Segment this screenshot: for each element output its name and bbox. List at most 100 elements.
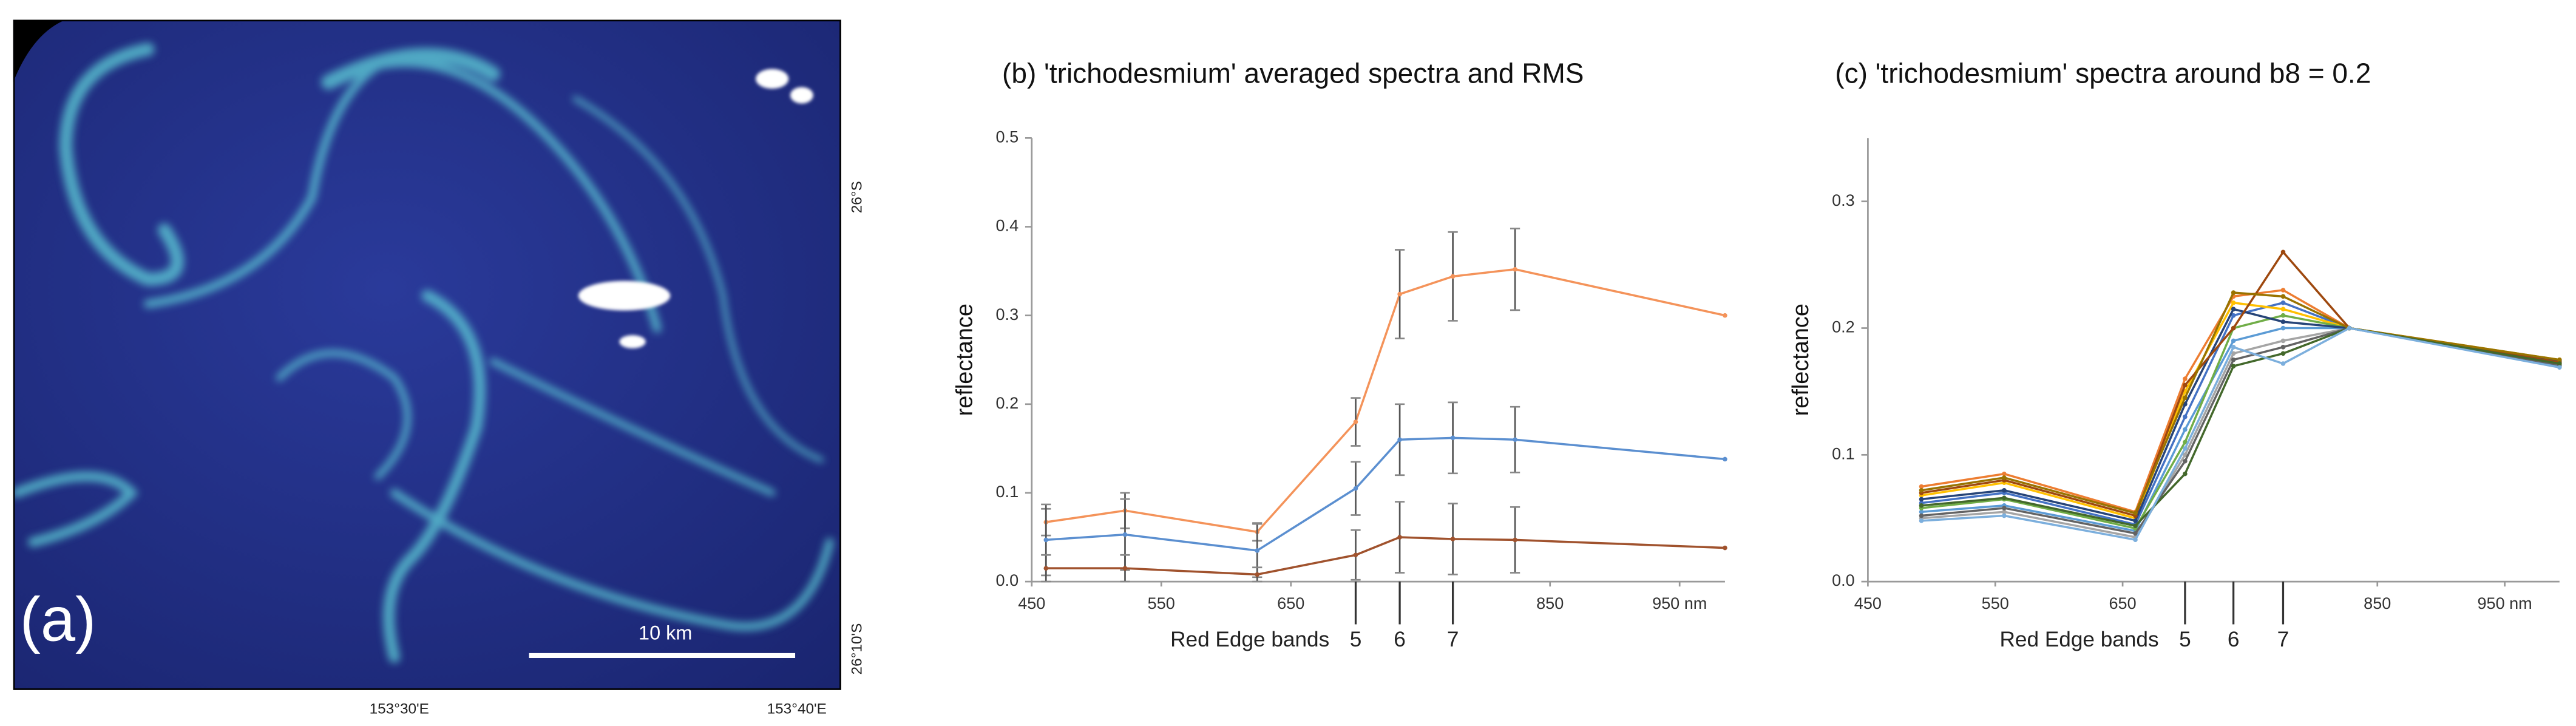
point	[1043, 566, 1049, 571]
point	[2002, 506, 2007, 511]
series-line	[1046, 436, 1726, 552]
point	[1919, 513, 1924, 518]
lat-label: 26°S	[849, 181, 865, 213]
satellite-image	[13, 19, 841, 690]
x-tick-label: 650	[2109, 594, 2137, 612]
point	[2280, 294, 2286, 299]
x-tick-label: 550	[1148, 594, 1175, 612]
lat-label: 26°10'S	[849, 623, 865, 675]
series-line	[1921, 301, 2560, 526]
lon-label: 153°40'E	[767, 701, 827, 718]
point	[2280, 338, 2286, 344]
point	[1723, 313, 1727, 318]
point	[2280, 249, 2286, 255]
x-tick-label: 950 nm	[1652, 594, 1707, 612]
point	[1513, 266, 1517, 272]
point	[1353, 552, 1358, 558]
band-label: 7	[1447, 628, 1459, 651]
point	[2280, 351, 2286, 356]
point	[1255, 572, 1260, 577]
y-tick-label: 0.5	[996, 127, 1019, 146]
point	[1450, 537, 1456, 541]
point	[2133, 518, 2138, 523]
x-tick-label: 950 nm	[2477, 594, 2532, 612]
point	[2002, 495, 2007, 501]
point	[2002, 471, 2007, 477]
point	[2280, 361, 2286, 366]
point	[2183, 427, 2188, 432]
series-line	[1046, 268, 1726, 534]
y-tick-label: 0.3	[1832, 191, 1855, 209]
point	[2280, 325, 2286, 331]
chart-title: (b) 'trichodesmium' averaged spectra and…	[1002, 58, 1584, 89]
red-edge-label: Red Edge bands	[1170, 628, 1329, 651]
point	[1919, 487, 1924, 493]
band-label: 6	[1394, 628, 1406, 651]
point	[2002, 513, 2007, 518]
point	[2183, 382, 2188, 388]
y-tick-label: 0.0	[1832, 571, 1855, 589]
scale-label: 10 km	[639, 622, 692, 643]
point	[1122, 566, 1128, 571]
point	[2183, 414, 2188, 419]
y-tick-label: 0.1	[996, 483, 1019, 501]
point	[2183, 439, 2188, 445]
series-line	[1921, 250, 2560, 517]
point	[2280, 319, 2286, 324]
series-line	[1921, 327, 2560, 538]
series-line	[1921, 301, 2560, 520]
x-tick-label: 850	[1536, 594, 1564, 612]
x-tick-label: 550	[1982, 594, 2009, 612]
series-line	[1921, 327, 2560, 541]
point	[2183, 452, 2188, 458]
point	[2231, 345, 2236, 350]
y-tick-label: 0.2	[1832, 318, 1855, 336]
y-tick-label: 0.1	[1832, 444, 1855, 463]
point	[2133, 531, 2138, 536]
panel-label: (a)	[20, 585, 97, 654]
point	[2183, 395, 2188, 401]
x-tick-label: 450	[1018, 594, 1045, 612]
point	[2280, 345, 2286, 350]
x-tick-label: 850	[2364, 594, 2391, 612]
band-label: 6	[2228, 628, 2240, 651]
point	[2231, 325, 2236, 331]
point	[2280, 307, 2286, 311]
point	[1450, 435, 1456, 441]
band-label: 7	[2277, 628, 2290, 651]
band-label: 5	[2179, 628, 2191, 651]
point	[1513, 437, 1517, 443]
point	[2347, 325, 2352, 331]
series-line	[1921, 291, 2560, 515]
point	[2133, 523, 2138, 529]
series-line	[1921, 327, 2560, 528]
point	[2231, 364, 2236, 368]
series-line	[1921, 289, 2560, 514]
point	[1397, 291, 1402, 297]
point	[1353, 486, 1358, 491]
point	[2183, 471, 2188, 477]
y-tick-label: 0.3	[996, 305, 1019, 324]
point	[2183, 458, 2188, 464]
point	[2557, 361, 2562, 366]
point	[1723, 456, 1727, 462]
point	[2231, 313, 2236, 318]
y-tick-label: 0.4	[996, 217, 1019, 235]
point	[1255, 548, 1260, 553]
point	[2183, 446, 2188, 451]
point	[2557, 365, 2562, 370]
point	[1450, 274, 1456, 279]
point	[2557, 357, 2562, 362]
point	[1122, 532, 1128, 537]
lon-label: 153°30'E	[370, 701, 429, 718]
red-edge-label: Red Edge bands	[2000, 628, 2159, 651]
y-axis-label: reflectance	[1788, 304, 1814, 416]
point	[2133, 511, 2138, 516]
y-axis-label: reflectance	[952, 304, 978, 416]
chart-title: (c) 'trichodesmium' spectra around b8 = …	[1835, 58, 2371, 89]
point	[1919, 503, 1924, 508]
point	[2002, 509, 2007, 515]
series-line	[1921, 308, 2560, 522]
